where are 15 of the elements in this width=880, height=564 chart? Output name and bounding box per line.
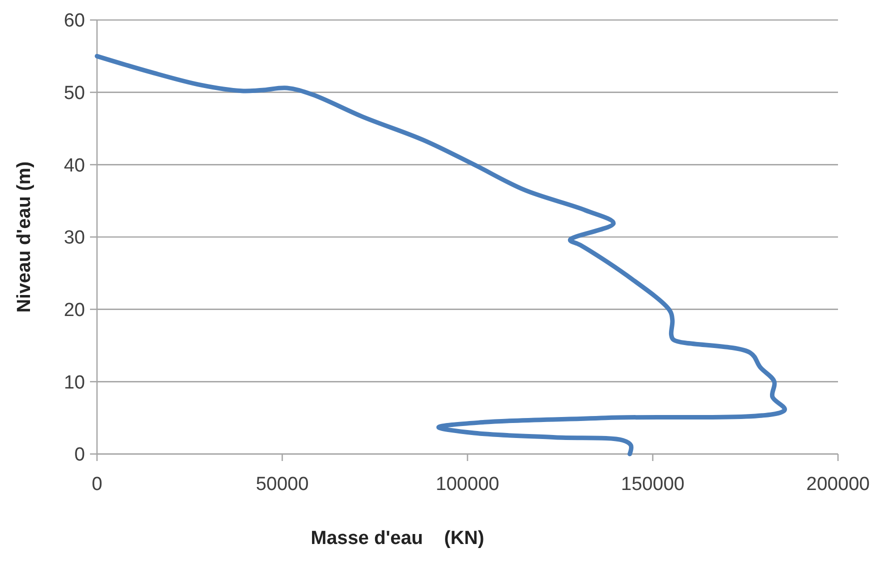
y-tick-label: 30 [64, 228, 85, 249]
x-tick-label: 100000 [436, 474, 500, 495]
x-tick-label: 50000 [256, 474, 309, 495]
x-tick-label: 200000 [806, 474, 870, 495]
y-tick-label: 60 [64, 10, 85, 32]
x-axis-title: Masse d'eau (KN) [310, 528, 484, 549]
y-tick-label: 10 [64, 372, 85, 394]
line-series [94, 54, 787, 456]
y-tick-label: 0 [74, 444, 85, 466]
y-tick-label: 20 [64, 300, 85, 321]
x-tick-label: 0 [92, 474, 102, 495]
y-axis-title: Niveau d'eau (m) [14, 161, 35, 313]
x-tick-label: 150000 [621, 474, 684, 495]
y-tick-label: 50 [64, 82, 85, 104]
y-tick-label: 40 [64, 155, 85, 176]
